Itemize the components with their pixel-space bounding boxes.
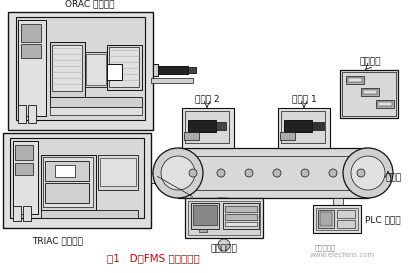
Bar (216, 122, 226, 130)
Bar (50, 42, 85, 97)
Bar (363, 90, 377, 94)
Bar (225, 222, 257, 226)
Bar (43, 157, 93, 207)
Bar (337, 220, 355, 228)
Bar (178, 148, 368, 198)
Circle shape (218, 239, 230, 251)
Bar (151, 173, 156, 183)
Bar (109, 47, 139, 87)
Bar (52, 45, 82, 91)
Bar (55, 165, 75, 177)
Circle shape (273, 169, 281, 177)
Bar (313, 205, 361, 233)
Circle shape (161, 156, 195, 190)
Circle shape (301, 169, 309, 177)
Circle shape (153, 148, 203, 198)
Text: 电子发烧友: 电子发烧友 (315, 245, 336, 251)
Bar (16, 17, 145, 120)
Text: 机械手 2: 机械手 2 (195, 94, 220, 103)
Bar (10, 138, 144, 218)
Bar (50, 107, 142, 115)
Bar (203, 198, 213, 206)
Text: 图1   D－FMS 的布局总图: 图1 D－FMS 的布局总图 (106, 253, 200, 263)
Bar (223, 203, 259, 229)
Bar (361, 88, 379, 96)
Bar (153, 64, 158, 76)
Bar (21, 44, 41, 58)
Bar (191, 203, 219, 229)
Circle shape (357, 169, 365, 177)
Bar (98, 155, 138, 190)
Bar (188, 120, 216, 132)
Bar (320, 212, 332, 226)
Text: 主控计算机: 主控计算机 (211, 244, 237, 253)
Bar (281, 111, 325, 143)
Bar (188, 201, 260, 235)
Bar (18, 20, 46, 116)
Bar (45, 161, 89, 181)
Bar (376, 100, 394, 108)
FancyArrow shape (199, 229, 207, 232)
Bar (8, 12, 153, 130)
Text: www.elecfans.com: www.elecfans.com (310, 252, 375, 258)
Bar (28, 105, 36, 123)
Text: ORAC 数控车床: ORAC 数控车床 (65, 0, 115, 8)
Circle shape (351, 156, 385, 190)
Bar (184, 132, 199, 140)
Bar (18, 105, 26, 123)
Circle shape (343, 148, 393, 198)
Circle shape (217, 169, 225, 177)
Bar (284, 120, 312, 132)
Bar (318, 210, 334, 228)
Bar (107, 64, 122, 80)
Bar (158, 66, 188, 74)
Bar (13, 206, 21, 221)
Text: 传送带: 传送带 (385, 174, 401, 182)
Bar (185, 198, 263, 238)
Bar (107, 45, 142, 90)
Text: 机械手 1: 机械手 1 (292, 94, 316, 103)
Bar (342, 72, 396, 116)
Text: PLC 控制盒: PLC 控制盒 (365, 215, 401, 224)
Bar (23, 206, 31, 221)
Bar (15, 163, 33, 175)
Bar (340, 70, 398, 118)
Bar (185, 111, 229, 143)
Bar (278, 108, 330, 148)
Bar (15, 145, 33, 160)
Bar (378, 102, 392, 106)
Bar (100, 158, 136, 186)
Circle shape (329, 169, 337, 177)
Bar (188, 67, 196, 73)
Bar (225, 214, 257, 220)
Bar (3, 133, 151, 228)
Bar (41, 155, 96, 210)
Bar (156, 175, 176, 181)
Bar (333, 198, 343, 206)
Bar (21, 24, 41, 42)
Bar (346, 76, 364, 84)
Bar (182, 108, 234, 148)
Bar (316, 208, 358, 230)
Bar (312, 122, 324, 130)
Bar (176, 176, 183, 181)
Bar (193, 205, 217, 225)
Bar (45, 183, 89, 203)
Bar (50, 97, 142, 107)
Bar (86, 54, 106, 85)
Circle shape (189, 169, 197, 177)
Bar (13, 141, 38, 214)
Bar (348, 78, 362, 82)
Circle shape (245, 169, 253, 177)
Bar (337, 210, 355, 218)
Text: 物料仓库: 物料仓库 (359, 57, 381, 66)
Text: TRIAC 数控铣床: TRIAC 数控铣床 (33, 236, 84, 245)
Bar (85, 52, 107, 87)
Bar (280, 132, 295, 140)
Bar (41, 210, 138, 218)
Bar (151, 78, 193, 83)
Bar (225, 206, 257, 212)
